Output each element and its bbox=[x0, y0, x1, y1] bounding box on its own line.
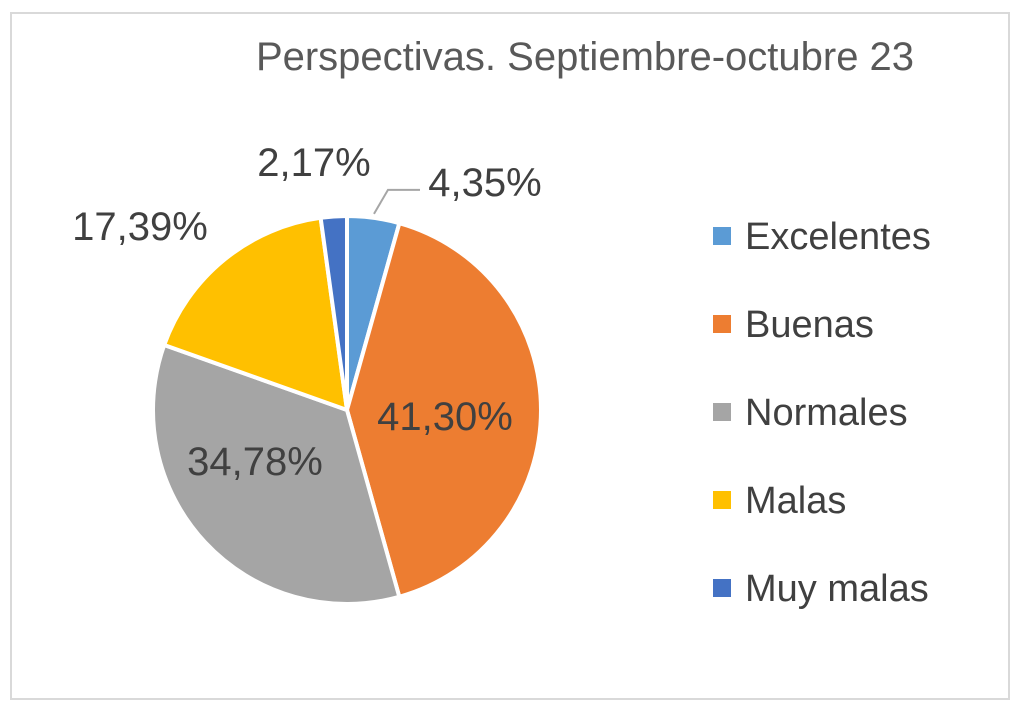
pie-slices bbox=[151, 214, 543, 606]
legend: Excelentes Buenas Normales Malas Muy malas bbox=[713, 216, 931, 610]
legend-swatch bbox=[713, 579, 731, 597]
legend-label: Malas bbox=[745, 480, 846, 522]
pie-slice-malas bbox=[162, 215, 349, 412]
data-label-normales: 34,78% bbox=[187, 440, 323, 484]
data-labels: 4,35% 41,30% 34,78% 17,39% 2,17% bbox=[72, 141, 542, 484]
legend-swatch bbox=[713, 403, 731, 421]
pie-slice-muy-malas bbox=[318, 214, 349, 412]
pie-slice-normales bbox=[151, 342, 402, 606]
legend-label: Excelentes bbox=[745, 216, 931, 258]
data-label-muy-malas: 2,17% bbox=[257, 141, 370, 185]
chart-title: Perspectivas. Septiembre-octubre 23 bbox=[256, 35, 914, 79]
data-label-malas: 17,39% bbox=[72, 205, 208, 249]
pie-slice-buenas bbox=[345, 221, 543, 599]
legend-label: Buenas bbox=[745, 304, 874, 346]
legend-swatch bbox=[713, 491, 731, 509]
legend-label: Normales bbox=[745, 392, 908, 434]
legend-swatch bbox=[713, 315, 731, 333]
data-label-buenas: 41,30% bbox=[377, 395, 513, 439]
legend-swatch bbox=[713, 227, 731, 245]
leader-line bbox=[373, 188, 420, 215]
data-label-excelentes: 4,35% bbox=[428, 161, 541, 205]
legend-label: Muy malas bbox=[745, 568, 929, 610]
